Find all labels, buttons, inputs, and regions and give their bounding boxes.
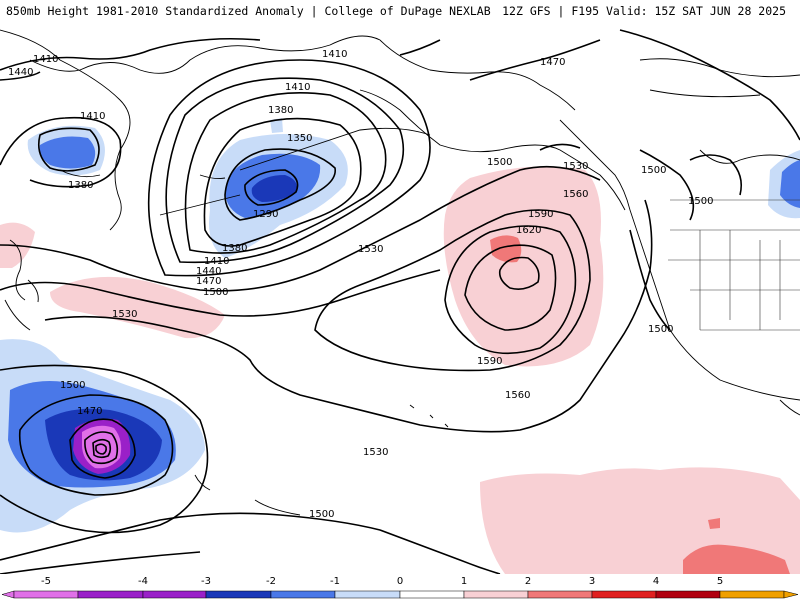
contour-label: 1530	[358, 244, 383, 255]
colorbar-swatch	[655, 590, 721, 599]
contour-label: 1410	[322, 49, 347, 60]
contour-label: 1500	[203, 287, 228, 298]
height-contours	[0, 29, 800, 574]
contour-label: 1500	[309, 509, 334, 520]
colorbar-tick: 1	[461, 576, 467, 587]
colorbar-swatch	[205, 590, 272, 599]
contour-label: 1500	[648, 324, 673, 335]
contour-label: 1500	[688, 196, 713, 207]
colorbar-swatch	[463, 590, 529, 599]
contour-label: 1380	[222, 243, 247, 254]
colorbar-tick: 4	[653, 576, 659, 587]
contour-label: 1410	[80, 111, 105, 122]
political-borders	[668, 199, 800, 331]
colorbar-tick: -1	[330, 576, 340, 587]
contour-label: 1470	[540, 57, 565, 68]
anomaly-shading	[0, 118, 800, 574]
contour-label: 1380	[68, 180, 93, 191]
colorbar-swatch	[142, 590, 207, 599]
contour-label: 1530	[563, 161, 588, 172]
colorbar-swatch	[527, 590, 593, 599]
contour-labels: 1410 1410 1440 1410 1410 1380 1380 1350 …	[8, 49, 713, 520]
contour-label: 1500	[60, 380, 85, 391]
anomaly-map: 1410 1410 1440 1410 1410 1380 1380 1350 …	[0, 29, 800, 574]
colorbar-swatch	[719, 590, 785, 599]
colorbar-tick: 5	[717, 576, 723, 587]
contour-label: 1590	[528, 209, 553, 220]
contour-label: 1410	[285, 82, 310, 93]
contour-label: 1380	[268, 105, 293, 116]
contour-label: 1530	[363, 447, 388, 458]
negative-anomaly-region	[270, 118, 283, 133]
colorbar-swatch	[13, 590, 79, 599]
contour-label: 1470	[196, 276, 221, 287]
negative-anomaly-core	[82, 425, 122, 469]
contour-label: 1560	[563, 189, 588, 200]
colorbar-swatch	[270, 590, 336, 599]
positive-anomaly-region	[50, 276, 225, 339]
colorbar-tick: 0	[397, 576, 403, 587]
colorbar-swatch	[77, 590, 144, 599]
coastlines	[0, 29, 800, 516]
colorbar-tick: -3	[201, 576, 211, 587]
contour-label: 1470	[77, 406, 102, 417]
contour-label: 1500	[641, 165, 666, 176]
contour-label: 1620	[516, 225, 541, 236]
map-title: 850mb Height 1981-2010 Standardized Anom…	[6, 4, 491, 18]
colorbar-swatch	[399, 590, 465, 599]
colorbar-arrow-right	[783, 590, 799, 599]
positive-anomaly-core	[683, 544, 790, 574]
colorbar-tick: 2	[525, 576, 531, 587]
contour-label: 1560	[505, 390, 530, 401]
colorbar-tick: -2	[266, 576, 276, 587]
contour-label: 1440	[8, 67, 33, 78]
positive-anomaly-region	[443, 166, 604, 367]
colorbar-swatch	[591, 590, 657, 599]
negative-anomaly-region	[39, 136, 96, 169]
negative-anomaly-region	[780, 160, 800, 208]
contour-label: 1410	[204, 256, 229, 267]
colorbar-tick-labels: -5 -4 -3 -2 -1 0 1 2 3 4 5	[41, 576, 723, 587]
model-valid-time: 12Z GFS | F195 Valid: 15Z SAT JUN 28 202…	[502, 4, 786, 18]
contour-label: 1500	[487, 157, 512, 168]
contour-label: 1440	[196, 266, 221, 277]
colorbar-arrow-left	[1, 590, 15, 599]
positive-anomaly-core	[708, 518, 720, 529]
colorbar-swatch	[334, 590, 401, 599]
colorbar-tick: -5	[41, 576, 51, 587]
contour-label: 1530	[112, 309, 137, 320]
negative-anomaly-core	[251, 175, 297, 202]
contour-label: 1410	[33, 54, 58, 65]
header-bar: 850mb Height 1981-2010 Standardized Anom…	[0, 0, 800, 22]
positive-anomaly-core	[490, 235, 522, 263]
colorbar-tick: 3	[589, 576, 595, 587]
anomaly-colorbar: -5 -4 -3 -2 -1 0 1 2 3 4 5	[0, 574, 800, 600]
colorbar-tick: -4	[138, 576, 148, 587]
colorbar-swatches	[1, 590, 799, 599]
contour-label: 1590	[477, 356, 502, 367]
contour-label: 1290	[253, 209, 278, 220]
contour-label: 1350	[287, 133, 312, 144]
